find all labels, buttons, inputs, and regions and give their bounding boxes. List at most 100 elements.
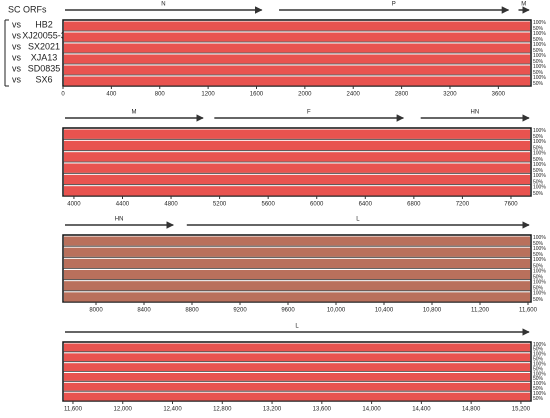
scale-label: 50% [533, 297, 544, 303]
vs-label: vs [12, 19, 22, 29]
similarity-track [64, 65, 530, 75]
vs-label: vs [12, 52, 22, 62]
similarity-track [64, 353, 530, 362]
scale-label: 100% [533, 53, 546, 59]
x-tick-label: 2800 [395, 92, 409, 98]
scale-label: 100% [533, 268, 546, 274]
scale-label: 50% [533, 252, 544, 258]
scale-label: 50% [533, 263, 544, 269]
similarity-track [64, 43, 530, 53]
vs-label: vs [12, 30, 22, 40]
x-tick-label: 13,600 [313, 407, 332, 413]
x-tick-label: 13,200 [263, 407, 282, 413]
comparison-label: HB2 [35, 19, 53, 29]
x-tick-label: 10,400 [375, 308, 394, 314]
scale-label: 100% [533, 361, 546, 367]
scale-label: 100% [533, 381, 546, 387]
scale-label: 100% [533, 235, 546, 241]
scale-label: 50% [533, 145, 544, 151]
x-tick-label: 15,200 [512, 407, 531, 413]
scale-label: 50% [533, 26, 544, 32]
x-tick-label: 6000 [310, 202, 324, 208]
x-tick-label: 9600 [281, 308, 295, 314]
similarity-track [64, 140, 530, 151]
similarity-track [64, 270, 530, 280]
scale-label: 100% [533, 173, 546, 179]
scale-label: 100% [533, 291, 546, 297]
x-tick-label: 5600 [261, 202, 275, 208]
x-tick-label: 14,400 [412, 407, 431, 413]
x-tick-label: 3600 [492, 92, 506, 98]
x-tick-label: 800 [155, 92, 166, 98]
scale-label: 100% [533, 139, 546, 145]
scale-label: 50% [533, 157, 544, 163]
scale-label: 50% [533, 134, 544, 140]
similarity-track [64, 236, 530, 246]
scale-label: 50% [533, 396, 544, 402]
scale-label: 50% [533, 386, 544, 392]
x-tick-label: 8800 [185, 308, 199, 314]
scale-label: 100% [533, 75, 546, 81]
vs-label: vs [12, 74, 22, 84]
scale-label: 100% [533, 342, 546, 348]
bracket [4, 19, 9, 87]
x-tick-label: 6400 [359, 202, 373, 208]
similarity-track [64, 32, 530, 42]
x-tick-label: 7600 [504, 202, 518, 208]
similarity-track [64, 152, 530, 162]
scale-label: 50% [533, 37, 544, 43]
scale-label: 50% [533, 274, 544, 280]
vs-label: vs [12, 41, 22, 51]
vs-label: vs [12, 63, 22, 73]
x-tick-label: 4800 [164, 202, 178, 208]
x-tick-label: 8000 [89, 308, 103, 314]
scale-label: 50% [533, 347, 544, 353]
scale-label: 50% [533, 81, 544, 87]
x-tick-label: 0 [61, 92, 65, 98]
scale-label: 50% [533, 376, 544, 382]
x-tick-label: 7200 [456, 202, 470, 208]
scale-label: 50% [533, 59, 544, 65]
gene-label: HN [471, 110, 480, 116]
x-tick-label: 12,800 [213, 407, 232, 413]
comparison-label: SX2021 [28, 41, 60, 51]
similarity-track [64, 186, 530, 196]
similarity-track [64, 247, 530, 257]
x-tick-label: 11,600 [64, 407, 83, 413]
x-tick-label: 4000 [67, 202, 81, 208]
similarity-track [64, 54, 530, 64]
similarity-track [64, 258, 530, 268]
x-tick-label: 5200 [213, 202, 227, 208]
scale-label: 100% [533, 128, 546, 134]
x-tick-label: 10,000 [327, 308, 346, 314]
gene-label: N [161, 2, 165, 8]
similarity-track [64, 343, 530, 352]
scale-label: 100% [533, 64, 546, 70]
scale-label: 100% [533, 184, 546, 190]
scale-label: 50% [533, 241, 544, 247]
x-tick-label: 11,200 [471, 308, 490, 314]
similarity-track [64, 174, 530, 185]
gene-label: F [307, 110, 311, 116]
scale-label: 100% [533, 391, 546, 397]
x-tick-label: 6800 [407, 202, 421, 208]
similarity-track [64, 382, 530, 391]
gene-label: HN [115, 217, 124, 223]
similarity-track [64, 21, 530, 31]
x-tick-label: 9200 [233, 308, 247, 314]
scale-label: 50% [533, 191, 544, 197]
scale-label: 50% [533, 168, 544, 174]
scale-label: 100% [533, 352, 546, 358]
x-tick-label: 400 [106, 92, 117, 98]
similarity-track [64, 292, 530, 302]
comparison-label: XJA13 [31, 52, 58, 62]
gene-label: M [521, 2, 526, 8]
scale-label: 100% [533, 246, 546, 252]
x-tick-label: 12,400 [163, 407, 182, 413]
gene-label: P [392, 2, 396, 8]
similarity-track [64, 363, 530, 371]
similarity-track [64, 392, 530, 401]
x-tick-label: 11,600 [519, 308, 538, 314]
x-tick-label: 3200 [443, 92, 457, 98]
x-tick-label: 2000 [298, 92, 312, 98]
